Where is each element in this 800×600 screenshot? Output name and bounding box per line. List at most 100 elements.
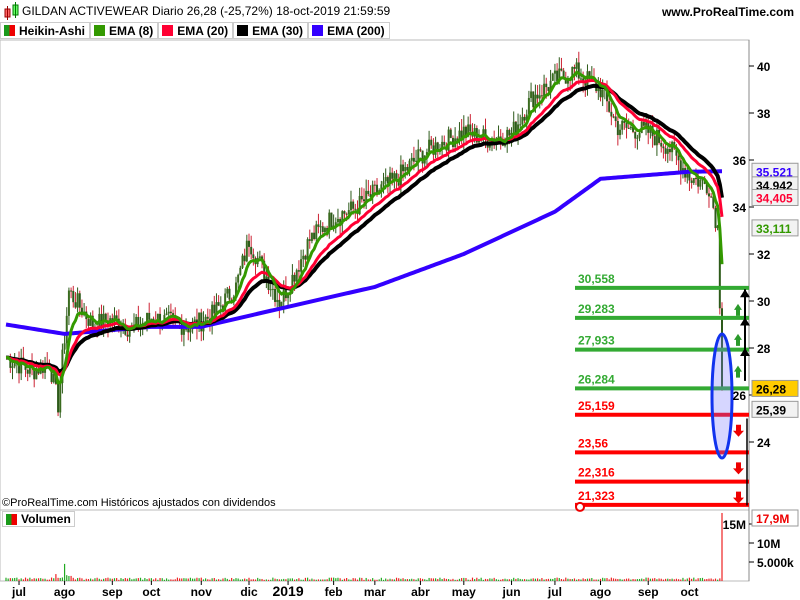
volume-bar [27,578,29,581]
candle-body [701,179,704,181]
volume-bar [454,579,456,581]
volume-bar [502,579,504,581]
candle-body [282,287,285,302]
volume-bar [152,579,155,581]
volume-bar [452,578,454,581]
volume-bar [9,578,11,581]
volume-bar [244,578,246,581]
candle-body [33,368,36,380]
volume-bar [237,578,239,581]
candle-body [551,73,554,81]
candle-body [690,180,693,183]
volume-bar [157,579,159,581]
price-tick-label: 26 [733,389,747,403]
volume-bar [415,579,417,581]
last-value-label: 26,28 [756,382,786,396]
volume-bar [701,577,704,581]
volume-bar [602,577,604,581]
volume-legend[interactable]: Volumen [2,511,75,527]
volume-bar [257,577,259,581]
price-tick-label: 30 [757,295,771,309]
candle-body [72,290,75,303]
candle-body [668,149,671,153]
legend-item[interactable]: EMA (200) [308,22,390,39]
volume-bar [330,577,333,581]
candle-body [562,70,565,78]
volume-bar [161,578,163,581]
volume-bar [133,578,135,581]
candle-body [91,315,94,328]
volume-bar [385,578,387,581]
volume-bar [94,578,96,581]
candle-body [70,290,73,292]
last-value-label: 35,521 [756,165,793,179]
volume-bar [571,579,573,581]
candle-body [597,86,600,92]
volume-bar [513,577,515,581]
volume-bar [37,578,40,581]
candle-body [547,87,550,91]
volume-bar [361,577,363,581]
candle-body [458,130,461,142]
candle-body [211,304,214,325]
volume-bar [320,579,322,581]
volume-bar [70,575,72,581]
candle-body [434,142,437,155]
candle-body [363,199,365,202]
candle-body [523,116,526,121]
legend-item[interactable]: EMA (20) [158,22,234,39]
legend-item[interactable]: EMA (8) [90,22,159,39]
candle-body [243,255,246,262]
candle-body [148,312,151,320]
volume-bar [120,578,122,581]
up-arrow-icon [734,303,742,316]
volume-bar [584,579,586,581]
volume-bar [671,578,673,581]
candle-body [308,239,311,241]
volume-bar [363,579,365,581]
volume-bar [213,577,215,581]
candle-body [13,363,16,367]
ema8-line [5,70,724,385]
candle-body [573,67,576,69]
candle-body [228,288,231,300]
candle-body [399,164,402,186]
volume-bar [274,578,276,581]
candle-body [514,121,517,135]
volume-bar [144,578,146,581]
volume-bar [688,577,691,581]
candle-body [52,373,55,383]
volume-bar [389,578,391,581]
site-link[interactable]: www.ProRealTime.com [661,5,794,19]
volume-bar [623,579,625,581]
volume-bar [81,578,83,581]
volume-bar [489,578,491,581]
volume-bar [549,578,552,581]
candle-body [666,149,669,154]
candle-body [488,145,491,148]
volume-bar [317,579,320,581]
candle-body [302,255,305,260]
volume-bar [5,577,7,581]
volume-bar [471,577,474,581]
volume-bar [615,578,617,581]
legend-swatch-icon [312,25,324,36]
candle-body [78,293,81,308]
volume-bar [678,579,680,581]
candle-body [276,299,279,302]
candle-body [349,201,352,211]
candle-body [677,155,680,161]
volume-bar [302,579,304,581]
candle-body [579,78,582,80]
volume-bar [435,578,437,581]
candle-body [352,201,355,209]
price-tick-label: 38 [757,107,771,121]
legend-item[interactable]: Heikin-Ashi [0,22,91,39]
volume-bar [365,577,367,581]
title-bar: GILDAN ACTIVEWEAR Diario 26,28 (-25,72%)… [0,0,800,22]
legend-item[interactable]: EMA (30) [233,22,309,39]
candle-body [167,311,170,314]
volume-bar [322,579,324,581]
volume-bar [543,579,545,581]
